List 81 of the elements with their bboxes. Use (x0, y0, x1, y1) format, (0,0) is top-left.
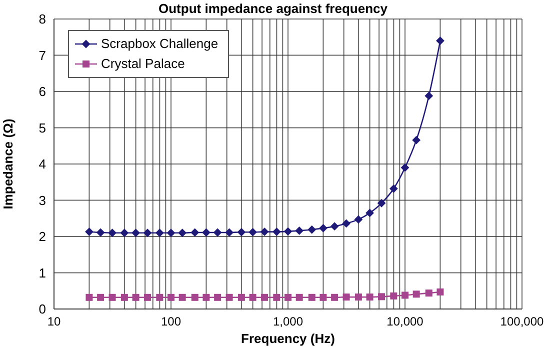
point (120, 228, 128, 237)
point (237, 228, 246, 236)
point (214, 294, 222, 301)
x-tick-label: 10 (47, 314, 61, 329)
point (214, 228, 222, 237)
x-tick-label: 100,000 (500, 314, 544, 329)
point (319, 224, 328, 232)
point (191, 294, 198, 301)
point (424, 92, 433, 100)
point (249, 294, 256, 301)
legend-label: Crystal Palace (101, 55, 185, 73)
chart-title: Output impedance against frequency (158, 1, 388, 16)
point (156, 294, 164, 301)
point (97, 294, 104, 301)
point (412, 136, 420, 144)
x-tick-label: 1,000 (272, 314, 304, 329)
point (342, 294, 350, 301)
x-axis-title: Frequency (Hz) (241, 331, 335, 346)
point (436, 36, 444, 45)
point (272, 228, 281, 236)
point (202, 294, 210, 301)
point (378, 293, 386, 300)
y-tick-label: 2 (38, 229, 46, 244)
point (331, 294, 338, 301)
point (425, 290, 432, 297)
point (378, 199, 386, 208)
point (144, 228, 152, 237)
point (156, 228, 164, 237)
point (390, 292, 398, 300)
point (144, 294, 152, 301)
point (178, 294, 186, 301)
point (120, 294, 128, 301)
x-tick-label: 10,000 (386, 314, 424, 329)
point (86, 294, 93, 301)
point (296, 294, 303, 301)
point (308, 226, 316, 234)
point (284, 227, 292, 236)
point (226, 294, 233, 301)
point (168, 294, 174, 301)
point (132, 228, 140, 237)
y-tick-label: 4 (38, 156, 46, 172)
point (330, 222, 339, 230)
y-tick-label: 7 (38, 48, 46, 63)
point (342, 219, 350, 228)
point (132, 294, 140, 301)
point (320, 294, 327, 301)
point (354, 215, 362, 224)
y-tick-label: 6 (38, 84, 46, 100)
legend-label: Scrapbox Challenge (101, 35, 218, 53)
point (202, 228, 210, 237)
y-tick-label: 3 (38, 192, 46, 208)
point (412, 290, 420, 298)
y-axis-title: Impedance (Ω) (0, 118, 16, 210)
point (238, 294, 245, 301)
point (308, 294, 316, 301)
y-tick-label: 1 (38, 265, 46, 280)
point (261, 294, 268, 301)
point (401, 164, 409, 172)
y-tick-label: 0 (38, 302, 46, 317)
y-tick-label: 8 (38, 12, 46, 27)
point (248, 228, 257, 236)
x-tick-label: 100 (160, 314, 182, 329)
point (366, 208, 374, 217)
point (108, 294, 116, 301)
point (273, 294, 280, 301)
point (190, 228, 199, 237)
point (354, 294, 362, 301)
point (225, 228, 234, 237)
y-tick-label: 5 (38, 120, 46, 136)
point (96, 228, 105, 237)
point (366, 294, 374, 301)
point (178, 228, 186, 237)
point (108, 228, 116, 237)
point (436, 288, 444, 296)
point (85, 228, 94, 236)
point (260, 228, 269, 236)
point (284, 294, 292, 301)
point (295, 226, 304, 235)
point (390, 184, 398, 193)
point (402, 292, 408, 299)
point (167, 228, 175, 237)
